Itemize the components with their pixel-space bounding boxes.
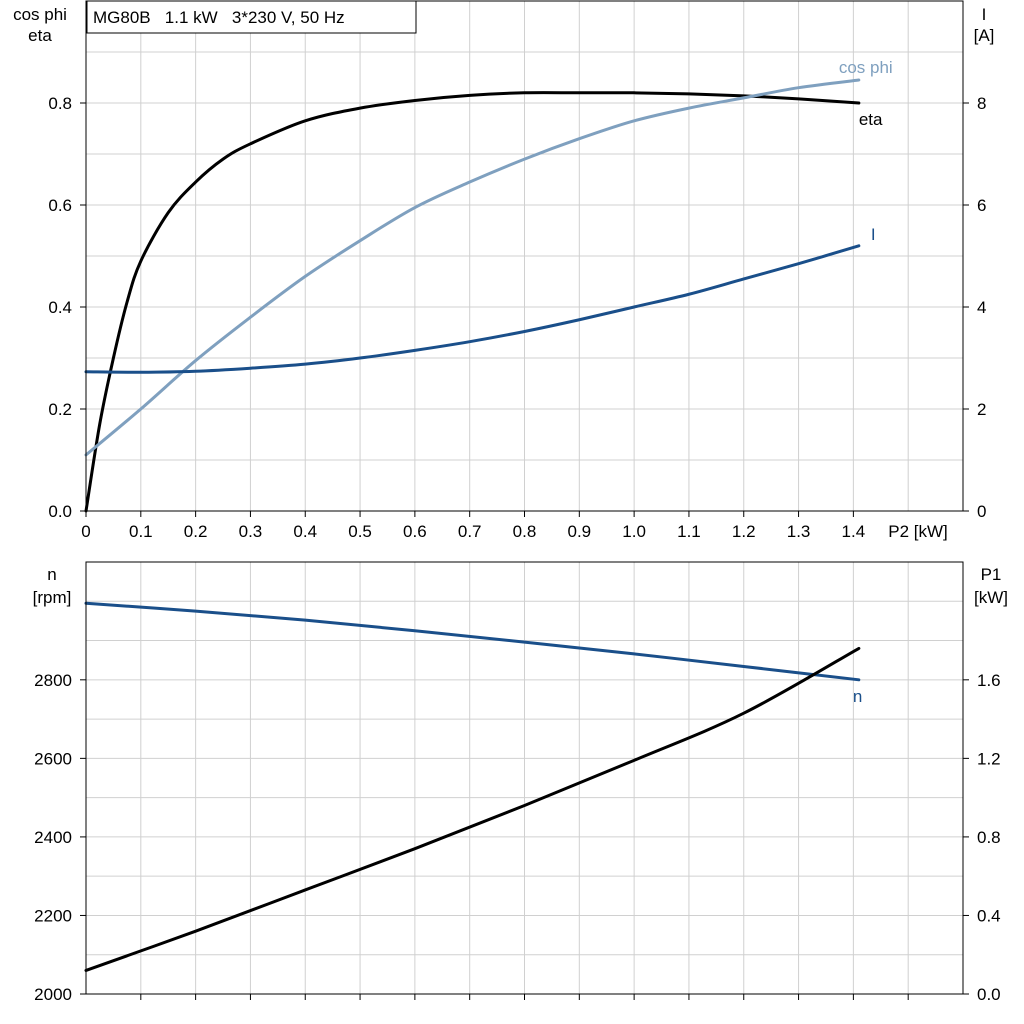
x-tick-label: 0.2 [184, 522, 208, 541]
series-line-i [84, 244, 861, 374]
x-tick-label: 0.9 [567, 522, 591, 541]
y-left-tick-label: 2400 [34, 828, 72, 847]
right-axis-title-line2: [kW] [974, 588, 1008, 607]
bottom-grid [86, 562, 963, 994]
chart-title: MG80B 1.1 kW 3*230 V, 50 Hz [93, 8, 345, 27]
x-tick-label: 1.4 [842, 522, 866, 541]
y-right-tick-label: 8 [977, 94, 986, 113]
y-left-tick-label: 0.6 [48, 196, 72, 215]
series-line-cos-phi [84, 78, 861, 457]
x-tick-label: 1.2 [732, 522, 756, 541]
bottom-ticks: 2000 2200 2400 2600 2800 0.0 0.4 0.8 1.2 1.6 [34, 671, 1000, 1004]
left-axis-title-line1: cos phi [13, 5, 67, 24]
title-box-frame [86, 0, 417, 34]
x-tick-label: 0.8 [513, 522, 537, 541]
series-label-eta: eta [859, 110, 883, 129]
bottom-left-axis-title: n [rpm] [33, 565, 72, 607]
right-axis-title-line1: I [982, 5, 987, 24]
y-right-tick-label: 6 [977, 196, 986, 215]
chart-title-box: MG80B 1.1 kW 3*230 V, 50 Hz [86, 0, 417, 34]
x-tick-label: 0 [81, 522, 90, 541]
right-axis-title-line1: P1 [981, 565, 1002, 584]
series-line-eta [84, 91, 861, 513]
y-right-tick-label: 0.0 [977, 985, 1001, 1004]
y-right-tick-label: 0 [977, 502, 986, 521]
top-right-axis-title: I [A] [974, 5, 995, 45]
top-ticks: 0.0 0.2 0.4 0.6 0.8 0 2 4 6 8 0 0.1 0.2 0.3 0.4 0.5 0.6 0… [48, 94, 986, 541]
x-tick-label: 1.0 [622, 522, 646, 541]
y-right-tick-label: 0.8 [977, 828, 1001, 847]
y-left-tick-label: 2200 [34, 906, 72, 925]
series-label-cos-phi: cos phi [839, 58, 893, 77]
right-axis-title-line2: [A] [974, 26, 995, 45]
y-right-tick-label: 1.2 [977, 749, 1001, 768]
x-tick-label: 0.4 [293, 522, 317, 541]
y-left-tick-label: 0.0 [48, 502, 72, 521]
x-tick-label: 0.7 [458, 522, 482, 541]
x-tick-label: 0.5 [348, 522, 372, 541]
y-left-tick-label: 2600 [34, 749, 72, 768]
left-axis-title-line2: eta [28, 26, 52, 45]
y-left-tick-label: 2000 [34, 985, 72, 1004]
top-left-axis-title: cos phi eta [13, 5, 67, 45]
y-left-tick-label: 0.2 [48, 400, 72, 419]
x-tick-label: 0.3 [239, 522, 263, 541]
x-tick-label: 0.1 [129, 522, 153, 541]
y-left-tick-label: 0.8 [48, 94, 72, 113]
y-right-tick-label: 4 [977, 298, 986, 317]
bottom-series: n [84, 601, 862, 972]
series-line-n [84, 601, 861, 682]
x-tick-label: 1.3 [787, 522, 811, 541]
series-label-n: n [853, 687, 862, 706]
left-axis-title-line1: n [47, 565, 56, 584]
top-grid [86, 1, 963, 511]
top-series: eta cos phi I [84, 58, 893, 513]
x-tick-label: 0.6 [403, 522, 427, 541]
y-left-tick-label: 2800 [34, 671, 72, 690]
y-left-tick-label: 0.4 [48, 298, 72, 317]
x-tick-label: 1.1 [677, 522, 701, 541]
left-axis-title-line2: [rpm] [33, 588, 72, 607]
bottom-panel: n 2000 2200 2400 2600 2800 0.0 0.4 0.8 1.2 1.6 n … [33, 561, 1008, 1004]
x-axis-title: P2 [kW] [888, 522, 948, 541]
y-right-tick-label: 2 [977, 400, 986, 419]
bottom-right-axis-title: P1 [kW] [974, 565, 1008, 607]
y-right-tick-label: 1.6 [977, 671, 1001, 690]
series-label-i: I [871, 225, 876, 244]
y-right-tick-label: 0.4 [977, 906, 1001, 925]
series-line-p1 [84, 646, 861, 972]
